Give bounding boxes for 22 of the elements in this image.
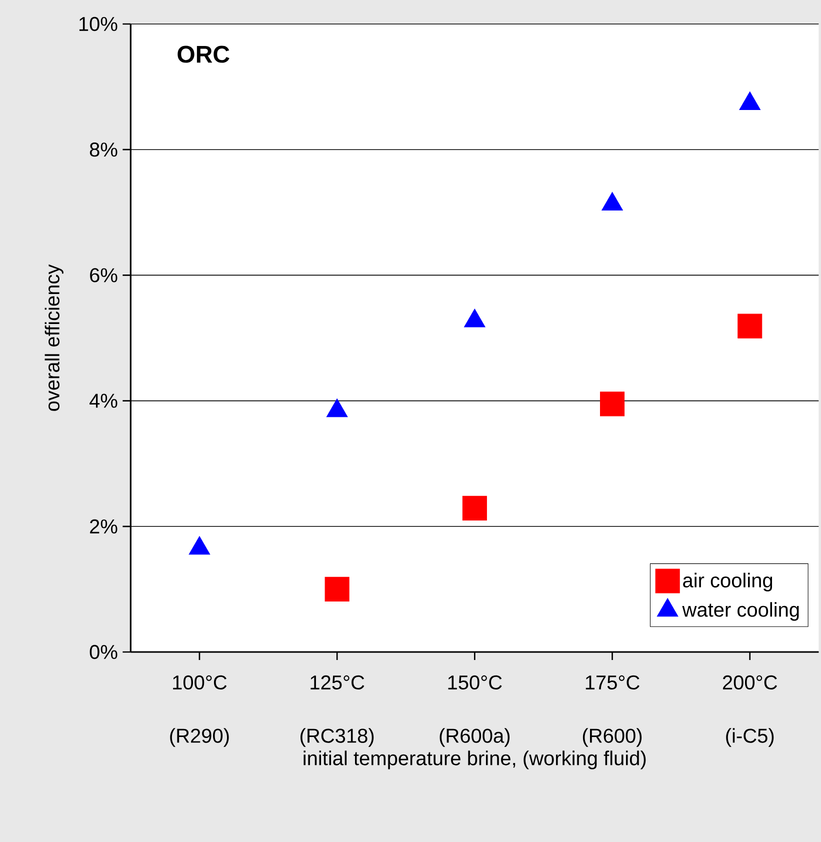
category-label: 150°C (R600a) — [440, 675, 510, 747]
legend-label: air cooling — [683, 572, 772, 592]
point — [602, 192, 623, 210]
x-axis-title: initial temperature brine, (working fluid) — [304, 750, 646, 770]
text: ORC — [178, 46, 230, 63]
y-tick-label: 4% — [90, 394, 118, 408]
y-axis-title: overall efficiency — [44, 264, 64, 411]
point — [739, 91, 761, 110]
y-tick-label: 2% — [90, 519, 118, 534]
y-tick-label: 8% — [90, 142, 118, 157]
point — [324, 576, 350, 602]
point — [464, 308, 486, 328]
point — [462, 496, 487, 520]
point — [600, 392, 625, 416]
category-label: 200°C (i-C5) — [722, 675, 778, 747]
y-tick-label: 10% — [79, 16, 118, 32]
y-tick-label: 0% — [90, 644, 118, 660]
legend-label: water cooling — [682, 602, 799, 621]
category-label: 125°C (RC318) — [300, 675, 374, 747]
category-label: 100°C (R290) — [170, 675, 229, 747]
category-label: 175°C (R600) — [582, 675, 642, 747]
y-tick-label: 6% — [90, 268, 118, 282]
